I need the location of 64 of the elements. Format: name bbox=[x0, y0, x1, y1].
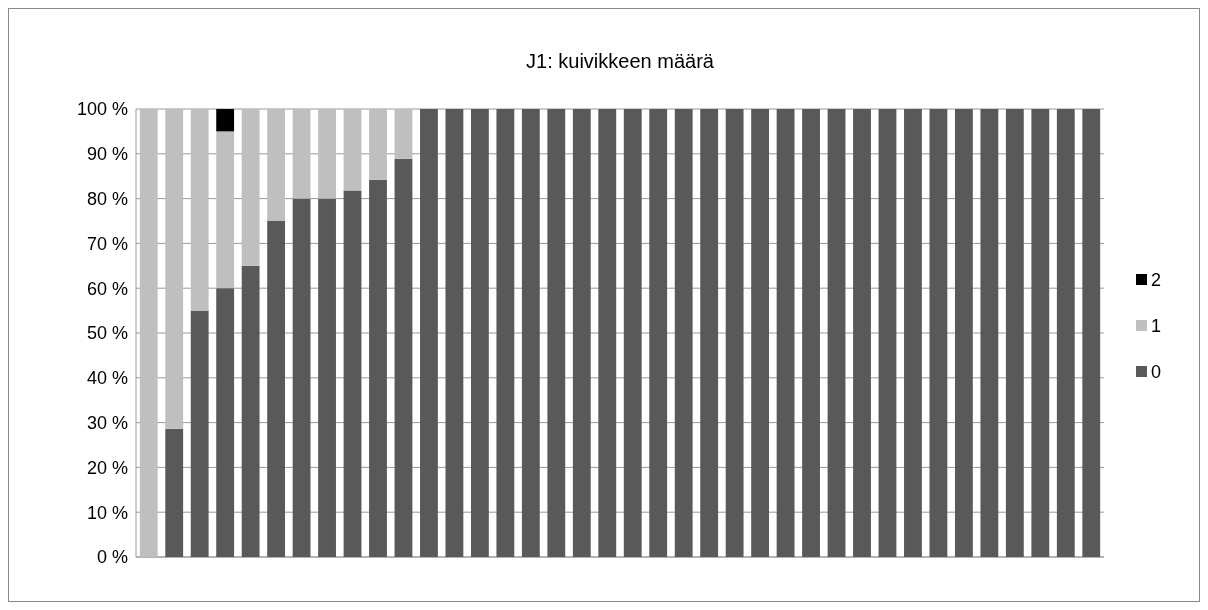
bar bbox=[190, 310, 209, 557]
y-tick-label: 80 % bbox=[86, 188, 128, 209]
legend-label: 1 bbox=[1151, 316, 1162, 337]
bar bbox=[623, 109, 642, 557]
bar bbox=[776, 109, 795, 557]
y-tick-label: 70 % bbox=[86, 233, 128, 254]
bar bbox=[674, 109, 693, 557]
bar bbox=[700, 109, 719, 557]
y-tick-label: 30 % bbox=[86, 412, 128, 433]
y-tick-label: 60 % bbox=[86, 278, 128, 299]
bar bbox=[216, 131, 235, 289]
bar bbox=[954, 109, 973, 557]
bar bbox=[751, 109, 770, 557]
bar bbox=[267, 109, 286, 221]
bar bbox=[853, 109, 871, 557]
bar bbox=[241, 109, 260, 266]
bar bbox=[267, 221, 286, 557]
y-tick-label: 100 % bbox=[76, 99, 128, 120]
bar bbox=[420, 109, 438, 557]
bar bbox=[470, 109, 489, 557]
bar bbox=[343, 190, 362, 557]
chart-title: J1: kuivikkeen määrä bbox=[526, 50, 715, 72]
y-tick-label: 50 % bbox=[86, 323, 128, 344]
bar bbox=[139, 109, 158, 557]
bar bbox=[318, 198, 336, 557]
bar bbox=[292, 198, 311, 557]
y-tick-label: 90 % bbox=[86, 144, 128, 165]
bar bbox=[343, 109, 362, 191]
legend-label: 2 bbox=[1151, 270, 1162, 291]
bar bbox=[318, 109, 336, 199]
bar bbox=[904, 109, 922, 557]
bar bbox=[394, 109, 413, 159]
bar bbox=[827, 109, 846, 557]
bar bbox=[1082, 109, 1101, 557]
bar bbox=[165, 109, 184, 429]
bar bbox=[725, 109, 744, 557]
y-tick-label: 0 % bbox=[96, 547, 128, 568]
y-tick-label: 10 % bbox=[86, 502, 128, 523]
y-tick-label: 40 % bbox=[86, 368, 128, 389]
bar bbox=[241, 265, 260, 557]
legend-label: 0 bbox=[1151, 362, 1162, 383]
bar bbox=[190, 109, 209, 311]
bar bbox=[165, 428, 184, 557]
bar bbox=[521, 109, 540, 557]
bar bbox=[980, 109, 999, 557]
bar bbox=[598, 109, 617, 557]
bar bbox=[394, 158, 413, 557]
bar bbox=[649, 109, 668, 557]
bar bbox=[369, 179, 387, 557]
bar bbox=[929, 109, 948, 557]
bar bbox=[216, 288, 235, 557]
bar bbox=[216, 109, 235, 132]
bar bbox=[878, 109, 897, 557]
bar bbox=[496, 109, 515, 557]
bar bbox=[1031, 109, 1050, 557]
bar bbox=[445, 109, 464, 557]
bar bbox=[802, 109, 820, 557]
y-tick-label: 20 % bbox=[86, 457, 128, 478]
bar bbox=[547, 109, 566, 557]
bar bbox=[1005, 109, 1024, 557]
bar bbox=[292, 109, 311, 199]
bar bbox=[369, 109, 387, 180]
bar bbox=[1056, 109, 1075, 557]
bar bbox=[572, 109, 591, 557]
